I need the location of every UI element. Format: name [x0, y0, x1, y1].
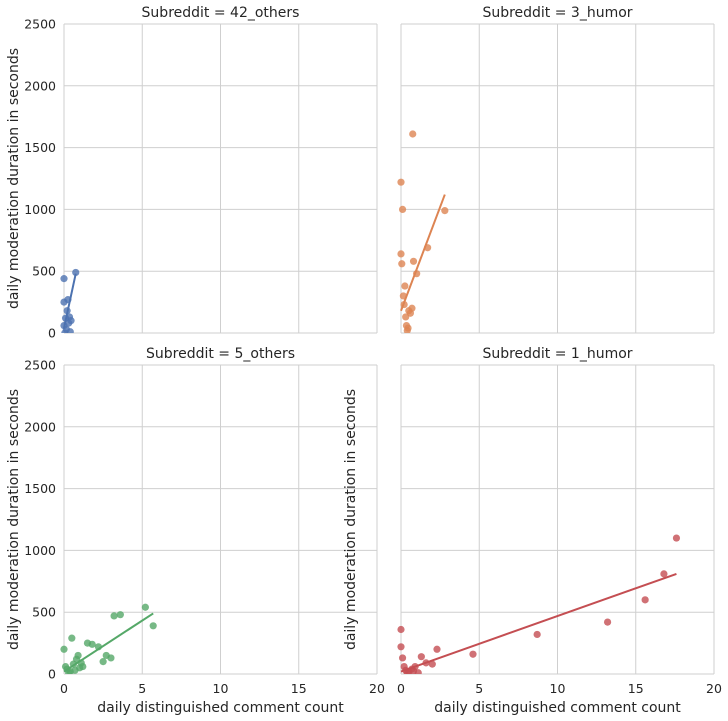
data-point [398, 205, 407, 213]
y-tick-label: 2500 [24, 358, 56, 373]
data-point [68, 634, 76, 642]
x-tick-label: 10 [550, 681, 566, 696]
y-tick-label: 1500 [24, 481, 56, 496]
y-tick-label: 0 [48, 667, 56, 682]
panel-title: Subreddit = 5_others [146, 346, 295, 362]
data-point [469, 650, 477, 658]
data-point [397, 643, 405, 651]
regression-line [63, 612, 154, 673]
data-point [60, 275, 68, 283]
x-axis-label: daily distinguished comment count [434, 700, 681, 716]
data-point [409, 667, 418, 674]
data-point [428, 660, 436, 668]
data-point [72, 268, 80, 277]
data-point [88, 640, 96, 648]
data-point [433, 645, 441, 653]
x-tick-label: 20 [706, 681, 722, 696]
scatter-series [60, 603, 157, 674]
y-axis-label: daily moderation duration in seconds [6, 48, 22, 309]
data-point [533, 630, 541, 639]
data-point [641, 596, 649, 604]
regression-line [400, 572, 677, 673]
scatter-series [397, 130, 449, 333]
regression-line [63, 273, 77, 329]
data-point [141, 603, 149, 611]
data-point [397, 250, 405, 258]
y-tick-label: 500 [32, 264, 56, 279]
facet-panel-2: Subreddit = 3_humor [397, 5, 715, 334]
data-point [672, 534, 681, 542]
data-point [409, 130, 417, 138]
data-point [603, 618, 612, 626]
data-point [110, 612, 118, 620]
data-point [99, 658, 107, 666]
y-tick-label: 2000 [24, 78, 56, 93]
data-point [116, 611, 124, 619]
data-point [417, 653, 425, 661]
data-point [60, 645, 68, 653]
data-point [660, 570, 668, 578]
data-point [67, 317, 75, 325]
y-tick-label: 2500 [24, 17, 56, 32]
data-point [397, 625, 405, 634]
y-tick-label: 2000 [24, 419, 56, 434]
data-point [441, 207, 449, 215]
panel-title: Subreddit = 3_humor [482, 5, 632, 21]
scatter-series [397, 534, 681, 674]
scatter-series [60, 268, 80, 333]
y-tick-label: 1000 [24, 543, 56, 558]
y-axis-label: daily moderation duration in seconds [343, 389, 359, 650]
data-point [409, 257, 418, 265]
data-point [397, 178, 405, 186]
facet-panel-4: Subreddit = 1_humor 0 5 10 15 20 daily moderat… [343, 346, 722, 716]
x-tick-label: 0 [60, 681, 68, 696]
x-axis-label: daily distinguished comment count [97, 700, 344, 716]
data-point [61, 329, 69, 333]
data-point [107, 654, 115, 662]
data-point [398, 260, 406, 268]
facet-panel-3: Subreddit = 5_others 0 500 1000 1500 2000 2500… [6, 346, 385, 716]
panel-title: Subreddit = 1_humor [482, 346, 632, 362]
y-axis-label: daily moderation duration in seconds [6, 389, 22, 650]
y-tick-label: 0 [48, 326, 56, 341]
x-tick-label: 15 [628, 681, 644, 696]
y-tick-label: 500 [32, 605, 56, 620]
data-point [398, 654, 407, 662]
data-point [74, 651, 82, 660]
facet-panel-1: Subreddit = 42_others 0 500 1000 1500 2000 250… [6, 5, 378, 341]
data-point [401, 282, 409, 290]
y-tick-label: 1000 [24, 202, 56, 217]
data-point [66, 328, 74, 333]
x-tick-label: 10 [213, 681, 229, 696]
x-tick-label: 20 [369, 681, 385, 696]
data-point [404, 324, 412, 332]
data-point [149, 622, 157, 630]
x-tick-label: 5 [475, 681, 483, 696]
regression-line [400, 194, 446, 312]
y-tick-label: 1500 [24, 140, 56, 155]
x-tick-label: 0 [397, 681, 405, 696]
x-tick-label: 15 [291, 681, 307, 696]
data-point [408, 304, 416, 312]
x-tick-label: 5 [138, 681, 146, 696]
panel-title: Subreddit = 42_others [142, 5, 300, 21]
